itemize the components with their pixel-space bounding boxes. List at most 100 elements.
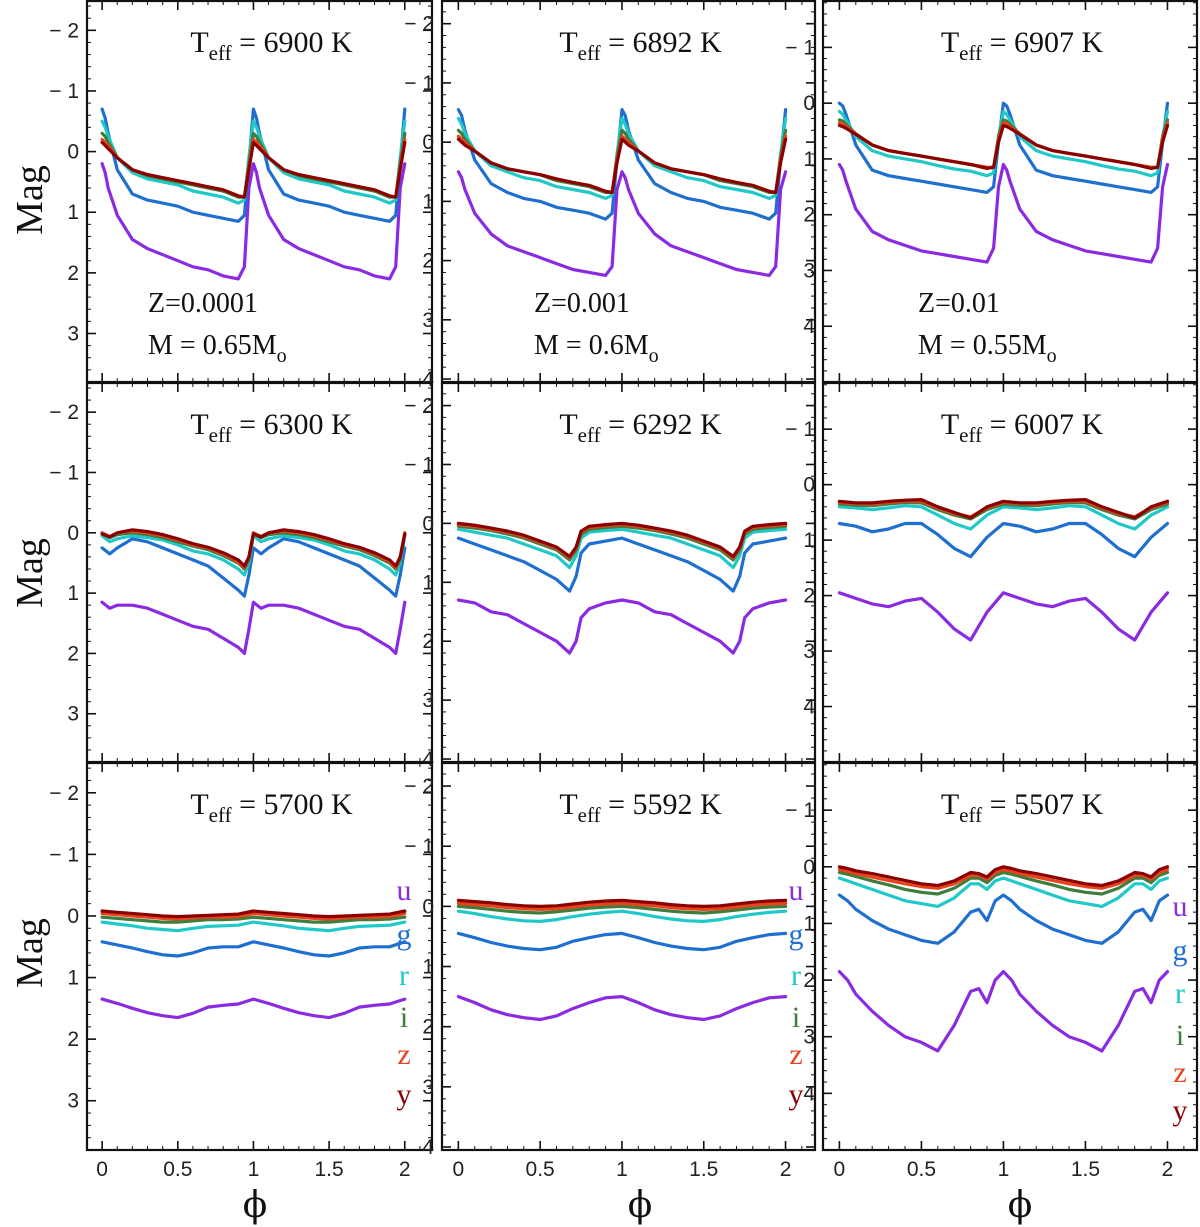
panel-title: Teff = 6007 K bbox=[941, 408, 1104, 447]
y-tick-label: 3 bbox=[803, 640, 815, 663]
y-tick-label: 1 bbox=[422, 190, 434, 213]
x-tick-label: 1.5 bbox=[1071, 1158, 1100, 1181]
x-tick-label: 0 bbox=[96, 1158, 108, 1181]
panel-9: − 1 0 1 2 3 4 0 0.5 1 1.5 2 Teff = 5507 K bbox=[785, 761, 1199, 1181]
panel-6: − 1 0 1 2 3 4 Teff = 6007 K bbox=[785, 381, 1199, 764]
series-line-g bbox=[837, 101, 1170, 194]
x-tick-label: 0.5 bbox=[163, 1158, 192, 1181]
metallicity-annotation: Z=0.0001 bbox=[148, 288, 258, 319]
series-line-g bbox=[456, 536, 788, 593]
series-line-y bbox=[456, 137, 788, 195]
y-tick-label: 1 bbox=[67, 201, 79, 224]
x-tick-label: 1 bbox=[248, 1158, 260, 1181]
y-tick-label: − 1 bbox=[49, 80, 79, 103]
panel-title: Teff = 6292 K bbox=[559, 408, 722, 447]
series-line-u bbox=[837, 162, 1170, 264]
y-tick-label: − 1 bbox=[404, 835, 434, 858]
x-tick-label: 1.5 bbox=[689, 1158, 718, 1181]
series-line-i bbox=[456, 904, 788, 915]
series-line-y bbox=[100, 528, 407, 568]
legend-y: y bbox=[1173, 1094, 1188, 1127]
y-tick-label: 3 bbox=[803, 259, 815, 282]
series-line-g bbox=[100, 940, 407, 958]
x-tick-label: 0 bbox=[453, 1158, 465, 1181]
y-tick-label: 2 bbox=[803, 585, 815, 608]
series-line-y bbox=[837, 865, 1170, 888]
metallicity-annotation: Z=0.001 bbox=[534, 288, 630, 319]
y-tick-label: 3 bbox=[67, 1090, 79, 1113]
y-tick-label: 1 bbox=[803, 529, 815, 552]
y-tick-label: 2 bbox=[803, 204, 815, 227]
y-tick-label: 1 bbox=[422, 571, 434, 594]
series-line-g bbox=[837, 893, 1170, 945]
y-tick-label: 0 bbox=[422, 512, 434, 535]
series-line-y bbox=[100, 909, 407, 919]
panel-title: Teff = 6892 K bbox=[559, 26, 722, 65]
x-tick-label: 0.5 bbox=[526, 1158, 555, 1181]
series-line-u bbox=[837, 969, 1170, 1053]
panel-5: − 2 − 1 0 1 2 3 4 Teff = 6292 K bbox=[404, 381, 817, 771]
y-tick-label: 1 bbox=[803, 148, 815, 171]
legend-g: g bbox=[789, 918, 804, 951]
legend-r: r bbox=[1175, 977, 1185, 1010]
series-line-r bbox=[100, 119, 407, 205]
legend-z: z bbox=[789, 1038, 802, 1071]
y-axis-label: Mag bbox=[9, 165, 51, 235]
y-tick-label: − 2 bbox=[404, 395, 434, 418]
y-tick-label: 0 bbox=[803, 856, 815, 879]
y-tick-label: 1 bbox=[803, 912, 815, 935]
panel-1: − 2 − 1 0 1 2 3 Teff = 6900 K bbox=[49, 0, 434, 384]
x-tick-label: 2 bbox=[780, 1158, 792, 1181]
y-tick-label: − 2 bbox=[49, 782, 79, 805]
panel-frame bbox=[821, 761, 1199, 1152]
x-tick-label: 0 bbox=[834, 1158, 846, 1181]
x-tick-label: 1 bbox=[998, 1158, 1010, 1181]
y-tick-label: 0 bbox=[67, 522, 79, 545]
metallicity-annotation: Z=0.01 bbox=[918, 288, 1000, 319]
y-tick-label: 4 bbox=[803, 1082, 815, 1105]
y-tick-label: 3 bbox=[422, 309, 434, 332]
x-axis-label: ϕ bbox=[1008, 1185, 1033, 1226]
series-line-g bbox=[456, 107, 788, 221]
legend-i: i bbox=[400, 1001, 408, 1034]
series-line-z bbox=[456, 901, 788, 912]
y-tick-label: 3 bbox=[422, 689, 434, 712]
x-tick-label: 0.5 bbox=[907, 1158, 936, 1181]
y-tick-label: − 1 bbox=[404, 72, 434, 95]
y-tick-label: 0 bbox=[422, 131, 434, 154]
y-tick-label: 1 bbox=[67, 582, 79, 605]
y-tick-label: 3 bbox=[67, 703, 79, 726]
y-axis-label: Mag bbox=[9, 538, 51, 608]
series-line-y bbox=[100, 140, 407, 199]
panel-title: Teff = 6900 K bbox=[190, 26, 353, 65]
legend-i: i bbox=[1176, 1019, 1184, 1052]
y-tick-label: 4 bbox=[803, 315, 815, 338]
y-tick-label: − 2 bbox=[49, 401, 79, 424]
y-tick-label: − 1 bbox=[785, 418, 815, 441]
y-tick-label: 2 bbox=[67, 262, 79, 285]
series-line-g bbox=[837, 521, 1170, 559]
y-tick-label: − 2 bbox=[404, 13, 434, 36]
series-line-r bbox=[100, 920, 407, 933]
panel-2: − 2 − 1 0 1 2 3 4 Teff = 6892 K bbox=[404, 0, 817, 391]
panel-frame bbox=[85, 761, 434, 1152]
legend-y: y bbox=[789, 1078, 804, 1111]
y-tick-label: 2 bbox=[422, 1016, 434, 1039]
legend-u: u bbox=[789, 874, 804, 907]
series-line-u bbox=[100, 600, 407, 656]
y-tick-label: 4 bbox=[422, 1136, 434, 1159]
y-tick-label: 2 bbox=[67, 1028, 79, 1051]
y-tick-label: − 1 bbox=[785, 799, 815, 822]
x-axis-label: ϕ bbox=[628, 1185, 653, 1226]
legend-r: r bbox=[791, 959, 801, 992]
x-tick-label: 2 bbox=[399, 1158, 411, 1181]
y-tick-label: 0 bbox=[422, 895, 434, 918]
series-line-u bbox=[456, 170, 788, 277]
legend-z: z bbox=[397, 1038, 410, 1071]
series-line-y bbox=[456, 898, 788, 909]
panel-title: Teff = 6907 K bbox=[941, 26, 1104, 65]
panel-title: Teff = 5507 K bbox=[941, 788, 1104, 827]
y-tick-label: 2 bbox=[67, 642, 79, 665]
panel-7: − 2 − 1 0 1 2 3 0 0.5 1 1.5 2 Teff = 5700 K bbox=[49, 761, 434, 1181]
